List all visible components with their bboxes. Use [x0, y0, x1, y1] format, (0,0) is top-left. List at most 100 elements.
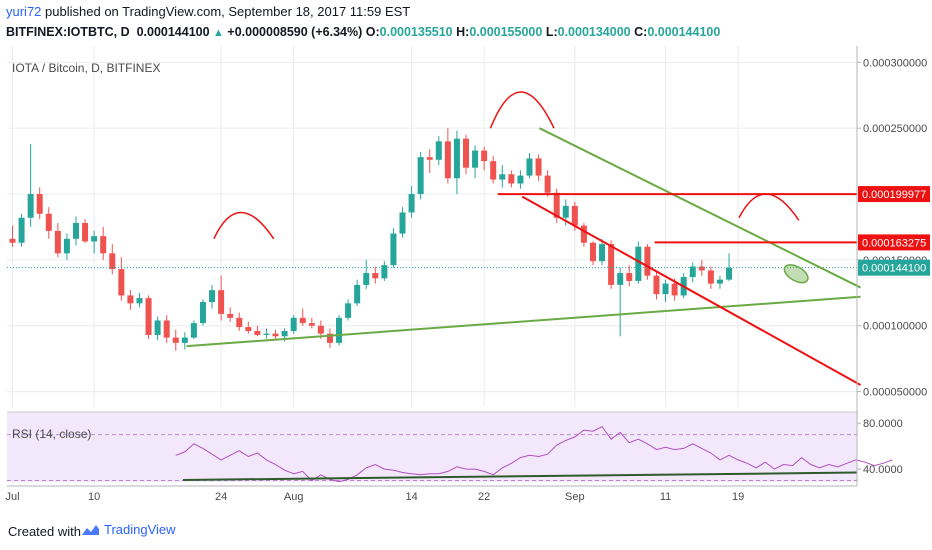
price-label-bg-0 [858, 186, 930, 203]
candle-54 [499, 165, 506, 188]
candle-body-17 [163, 320, 170, 338]
candle-body-47 [435, 141, 442, 160]
candle-26 [245, 321, 252, 334]
candle-body-23 [218, 290, 225, 314]
high-label: H: [456, 25, 470, 39]
price-axis[interactable]: 0.0000500000.0001000000.0001500000.00020… [857, 57, 930, 476]
candle-body-36 [336, 317, 343, 343]
candle-43 [399, 207, 406, 238]
candle-57 [526, 153, 533, 179]
candle-28 [263, 328, 270, 339]
candle-body-43 [399, 212, 406, 234]
candle-body-64 [589, 242, 596, 262]
candle-29 [272, 329, 279, 341]
candle-body-54 [499, 174, 506, 180]
high-value: 0.000155000 [469, 25, 543, 39]
candle-body-60 [553, 192, 560, 218]
author-link[interactable]: yuri72 [6, 4, 42, 19]
price-label-bg-1 [858, 234, 930, 251]
candle-27 [254, 325, 261, 337]
rsi-title: RSI (14, close) [12, 427, 91, 441]
candle-68 [626, 265, 633, 287]
candle-body-48 [444, 141, 451, 179]
candle-body-78 [716, 279, 723, 284]
time-tick-label-1: 10 [88, 491, 100, 503]
chart-header: yuri72 published on TradingView.com, Sep… [0, 0, 932, 44]
publish-info: published on TradingView.com, September … [45, 4, 411, 19]
candle-body-14 [136, 298, 143, 304]
candle-13 [127, 290, 134, 310]
candle-71 [653, 270, 660, 300]
candle-77 [707, 266, 714, 289]
candle-body-66 [608, 244, 615, 285]
candle-70 [644, 244, 651, 280]
rsi-trendline [183, 471, 858, 481]
candle-body-28 [263, 333, 270, 335]
candle-40 [372, 266, 379, 284]
candle-body-53 [490, 161, 497, 180]
candle-17 [163, 315, 170, 343]
candle-41 [381, 261, 388, 281]
price-change: +0.000008590 (+6.34%) [227, 25, 363, 39]
candle-body-0 [9, 238, 16, 243]
candle-53 [490, 155, 497, 184]
candle-body-67 [617, 273, 624, 285]
candle-body-38 [354, 284, 361, 304]
candle-body-2 [27, 194, 34, 218]
rsi-group [175, 425, 893, 483]
candle-body-7 [72, 223, 79, 239]
candle-body-51 [472, 150, 479, 168]
low-label: L: [545, 25, 558, 39]
created-with-label: Created with [8, 524, 81, 539]
candle-79 [726, 253, 733, 281]
candle-64 [589, 241, 596, 266]
candle-body-16 [154, 320, 161, 335]
candle-body-77 [707, 270, 714, 284]
time-tick-label-0: Jul [5, 491, 19, 503]
ohlc-line: BITFINEX:IOTBTC, D 0.000144100 ▲ +0.0000… [6, 25, 720, 39]
candle-body-20 [190, 323, 197, 338]
tradingview-logo[interactable]: TradingView [80, 522, 176, 537]
chart-frame [7, 46, 858, 487]
candles-group [9, 128, 733, 351]
support-trendline [186, 295, 861, 348]
candle-0 [9, 225, 16, 247]
candle-body-3 [36, 194, 43, 214]
candle-50 [463, 134, 469, 175]
price-label-0: 0.000199977 [862, 189, 926, 201]
candle-7 [72, 216, 79, 246]
time-tick-label-7: 11 [660, 491, 671, 503]
candle-58 [535, 154, 542, 181]
candle-20 [190, 320, 197, 339]
candle-body-69 [635, 246, 642, 281]
candle-body-26 [245, 327, 252, 332]
candle-8 [82, 219, 89, 243]
candle-25 [236, 312, 243, 332]
low-value: 0.000134000 [557, 25, 631, 39]
head-arc-middle [489, 91, 555, 129]
candle-37 [345, 299, 352, 321]
candle-body-72 [662, 283, 669, 295]
candle-46 [426, 149, 433, 173]
close-value: 0.000144100 [647, 25, 721, 39]
time-tick-label-5: 22 [478, 491, 490, 503]
candle-10 [100, 226, 107, 260]
candle-body-33 [308, 323, 315, 326]
candle-23 [218, 275, 225, 321]
descending-channel-line [521, 195, 862, 386]
time-tick-label-4: 14 [405, 491, 417, 503]
chart-canvas[interactable]: 0.0000500000.0001000000.0001500000.00020… [0, 46, 932, 514]
candle-45 [417, 151, 424, 200]
candle-body-30 [281, 331, 288, 337]
candle-72 [662, 279, 669, 303]
candle-body-44 [408, 194, 415, 213]
time-axis[interactable]: Jul 10 24 Aug 14 22 Sep 11 19 [5, 491, 744, 503]
footer: Created with TradingView [0, 516, 932, 550]
symbol-label: BITFINEX:IOTBTC, D [6, 25, 130, 39]
candle-16 [154, 316, 161, 341]
candle-body-13 [127, 295, 134, 304]
candle-body-57 [526, 158, 533, 176]
candle-body-61 [562, 205, 569, 218]
open-label: O: [365, 25, 380, 39]
candle-49 [453, 130, 460, 195]
